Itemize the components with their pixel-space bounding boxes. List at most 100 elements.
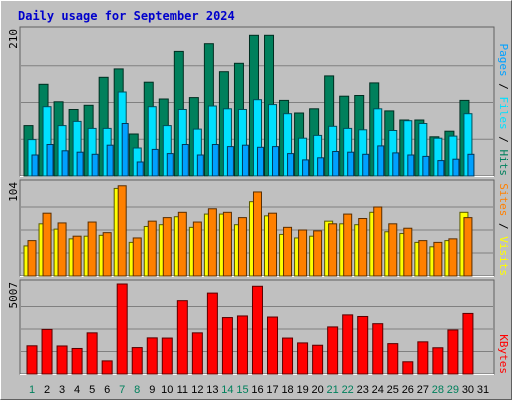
x-tick-label: 21 xyxy=(327,384,339,396)
bar-pages-day-28 xyxy=(437,160,445,177)
bar-sites-day-27 xyxy=(418,240,428,277)
bar-kbytes-day-18 xyxy=(282,337,294,375)
bar-sites-day-6 xyxy=(102,232,112,277)
bar-pages-day-23 xyxy=(362,153,370,177)
x-tick-label: 3 xyxy=(59,384,65,396)
bar-sites-day-1 xyxy=(27,240,37,277)
bar-sites-day-14 xyxy=(222,211,232,277)
bar-kbytes-day-19 xyxy=(297,342,309,375)
bar-pages-day-14 xyxy=(226,146,234,177)
x-tick-label: 31 xyxy=(477,384,489,396)
bar-pages-day-12 xyxy=(196,154,204,177)
side-legends: Pages / Files / Hits Sites / Visits KBytes xyxy=(497,44,510,375)
bar-pages-day-25 xyxy=(392,152,400,177)
x-tick-label: 4 xyxy=(74,384,80,396)
bar-kbytes-day-10 xyxy=(161,337,173,375)
bar-pages-day-18 xyxy=(287,153,295,177)
x-tick-label: 29 xyxy=(447,384,459,396)
bar-sites-day-20 xyxy=(313,230,323,277)
bar-kbytes-day-11 xyxy=(176,300,188,375)
bar-sites-day-17 xyxy=(268,212,278,277)
bar-kbytes-day-22 xyxy=(342,314,354,375)
x-tick-label: 23 xyxy=(357,384,369,396)
bar-kbytes-day-20 xyxy=(312,344,324,375)
bar-sites-day-4 xyxy=(72,235,82,277)
x-tick-label: 11 xyxy=(177,384,188,396)
bar-pages-day-3 xyxy=(61,150,69,177)
x-tick-label: 7 xyxy=(119,384,125,396)
bar-sites-day-30 xyxy=(463,217,473,277)
series-kbytes xyxy=(26,283,474,375)
bar-sites-day-2 xyxy=(42,212,52,277)
bar-kbytes-day-6 xyxy=(101,360,113,375)
bar-kbytes-day-26 xyxy=(402,361,414,375)
x-tick-label: 28 xyxy=(432,384,444,396)
chart-title: Daily usage for September 2024 xyxy=(18,9,235,23)
bar-kbytes-day-28 xyxy=(432,347,444,375)
x-tick-label: 2 xyxy=(44,384,50,396)
bar-kbytes-day-14 xyxy=(221,317,233,375)
bar-kbytes-day-12 xyxy=(191,332,203,375)
x-tick-label: 20 xyxy=(312,384,324,396)
bar-sites-day-10 xyxy=(162,217,172,277)
bar-kbytes-day-4 xyxy=(71,347,83,375)
bar-kbytes-day-9 xyxy=(146,337,158,375)
bar-kbytes-day-1 xyxy=(26,345,38,375)
bar-kbytes-day-16 xyxy=(251,285,263,375)
bar-pages-day-22 xyxy=(347,151,355,177)
bar-pages-day-20 xyxy=(317,157,325,177)
bar-kbytes-day-2 xyxy=(41,328,53,375)
bar-kbytes-day-5 xyxy=(86,332,98,375)
bar-pages-day-29 xyxy=(452,158,460,177)
side-legend-part: / xyxy=(497,77,510,97)
side-legend-part: KBytes xyxy=(497,334,510,374)
bar-sites-day-19 xyxy=(298,229,308,277)
bar-kbytes-day-8 xyxy=(131,347,143,375)
x-tick-label: 10 xyxy=(161,384,173,396)
x-tick-label: 5 xyxy=(89,384,95,396)
bar-kbytes-day-30 xyxy=(462,312,474,375)
bar-sites-day-3 xyxy=(57,222,67,277)
bar-kbytes-day-17 xyxy=(267,316,279,375)
bar-pages-day-16 xyxy=(256,146,264,177)
bar-pages-day-5 xyxy=(91,153,99,177)
bar-kbytes-day-27 xyxy=(417,341,429,375)
bar-pages-day-24 xyxy=(377,145,385,177)
x-axis-day-labels: 1 2 3 4 5 6 7 8 9 10 11 12 13 14 15 16 17 18 19 20 21 22 23 24 2… xyxy=(29,384,489,396)
bar-pages-day-9 xyxy=(151,148,159,177)
bar-pages-day-4 xyxy=(76,151,84,177)
x-tick-label: 8 xyxy=(134,384,140,396)
panel-hits-files-pages: 210 xyxy=(7,26,495,177)
bar-sites-day-25 xyxy=(388,223,398,277)
bar-sites-day-26 xyxy=(403,227,413,277)
bar-sites-day-7 xyxy=(117,185,127,277)
bar-sites-day-18 xyxy=(283,226,293,277)
bar-kbytes-day-29 xyxy=(447,329,459,375)
x-tick-label: 18 xyxy=(281,384,293,396)
bar-pages-day-15 xyxy=(241,144,249,177)
side-legend-part: / xyxy=(497,130,510,150)
x-tick-label: 9 xyxy=(149,384,155,396)
side-legend-part: Visits xyxy=(497,236,510,276)
side-legend-part: Pages xyxy=(497,44,510,77)
side-legend-part: Sites xyxy=(497,183,510,216)
bar-kbytes-day-13 xyxy=(206,292,218,375)
bar-pages-day-11 xyxy=(181,144,189,177)
x-tick-label: 26 xyxy=(402,384,414,396)
series-pages xyxy=(31,123,475,177)
bar-sites-day-24 xyxy=(373,206,383,277)
x-tick-label: 13 xyxy=(206,384,218,396)
series-sites xyxy=(27,185,473,277)
panel-kbytes: 5007 xyxy=(7,279,495,375)
bar-sites-day-29 xyxy=(448,238,458,277)
bar-sites-day-21 xyxy=(328,223,338,277)
bar-pages-day-6 xyxy=(106,144,114,177)
side-legend-part: Hits xyxy=(497,150,510,177)
bar-kbytes-day-25 xyxy=(387,343,399,375)
bar-pages-day-26 xyxy=(407,154,415,177)
bar-sites-day-5 xyxy=(87,221,97,277)
x-tick-label: 16 xyxy=(251,384,263,396)
x-tick-label: 1 xyxy=(29,384,35,396)
